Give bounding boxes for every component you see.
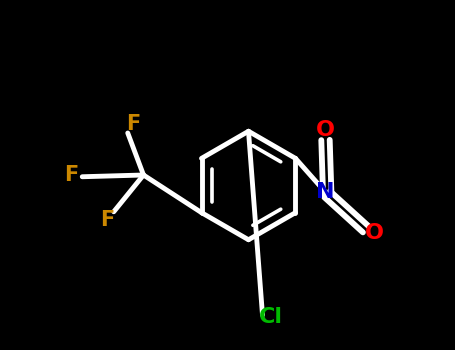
Text: O: O: [316, 119, 335, 140]
Text: N: N: [316, 182, 335, 203]
Text: O: O: [365, 223, 384, 243]
Text: F: F: [65, 165, 79, 185]
Text: Cl: Cl: [259, 307, 283, 327]
Text: F: F: [100, 210, 114, 231]
Text: F: F: [126, 114, 140, 134]
